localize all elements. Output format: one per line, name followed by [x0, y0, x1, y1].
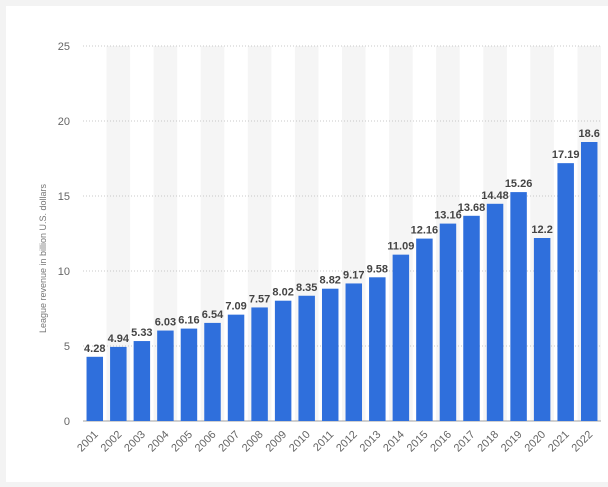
data-label: 11.09 — [387, 241, 414, 253]
data-label: 13.16 — [434, 210, 462, 222]
bar — [133, 341, 151, 421]
bar — [251, 307, 268, 421]
data-label: 18.6 — [579, 128, 600, 140]
bar — [274, 300, 292, 421]
data-labels: 4.284.94 5.336.03 6.16 6.547.097.578.02 8.35… — [84, 128, 600, 355]
bar — [298, 295, 315, 421]
y-tick-label: 0 — [64, 416, 70, 428]
x-axis-ticks: 2001200220032004200520062007200820092010… — [75, 429, 595, 455]
data-label: 7.57 — [249, 293, 270, 305]
bar — [86, 356, 104, 421]
x-tick-label: 2017 — [452, 429, 478, 455]
data-label: 8.02 — [272, 287, 293, 299]
data-label: 8.35 — [296, 282, 317, 294]
band — [106, 46, 131, 421]
bar — [227, 314, 245, 421]
bar — [204, 322, 221, 421]
bar — [510, 192, 527, 421]
data-label: 9.58 — [367, 263, 388, 275]
bar — [110, 346, 127, 421]
x-tick-label: 2007 — [216, 429, 242, 455]
x-tick-label: 2001 — [75, 429, 101, 455]
bar — [180, 328, 198, 421]
data-label: 7.09 — [225, 301, 246, 313]
data-label: 13.68 — [458, 202, 486, 214]
x-tick-label: 2003 — [122, 429, 148, 455]
data-label: 6.54 — [202, 309, 224, 321]
data-label: 6.16 — [178, 315, 199, 327]
x-tick-label: 2019 — [499, 429, 525, 455]
bar — [439, 223, 457, 421]
bar — [533, 238, 551, 421]
x-tick-label: 2002 — [99, 429, 125, 455]
x-tick-label: 2008 — [240, 429, 266, 455]
y-tick-label: 20 — [58, 116, 70, 128]
x-tick-label: 2006 — [193, 429, 219, 455]
y-axis-ticks: 0 5 10 15 20 25 — [58, 41, 70, 428]
data-label: 4.94 — [108, 333, 130, 345]
data-label: 4.28 — [84, 343, 105, 355]
y-tick-label: 25 — [58, 41, 70, 53]
bar — [392, 254, 410, 421]
y-tick-label: 15 — [58, 191, 70, 203]
data-label: 15.26 — [505, 178, 533, 190]
x-tick-label: 2011 — [311, 429, 336, 454]
x-tick-label: 2014 — [381, 429, 407, 455]
bar — [321, 288, 339, 421]
data-label: 12.16 — [411, 225, 439, 237]
y-tick-label: 10 — [58, 266, 70, 278]
bar — [369, 277, 386, 421]
data-label: 5.33 — [131, 327, 152, 339]
revenue-bar-chart: 0 5 10 15 20 25 4.284.94 5.336.03 6.16 6.547.097… — [38, 41, 601, 455]
data-label: 12.2 — [531, 224, 552, 236]
data-label: 17.19 — [552, 149, 580, 161]
x-tick-label: 2004 — [146, 429, 172, 455]
data-label: 8.82 — [320, 275, 341, 287]
x-tick-label: 2010 — [287, 429, 313, 455]
data-label: 9.17 — [343, 269, 364, 281]
x-tick-label: 2021 — [546, 429, 572, 455]
y-tick-label: 5 — [64, 341, 70, 353]
x-tick-label: 2020 — [522, 429, 548, 455]
x-tick-label: 2015 — [405, 429, 431, 455]
bar — [416, 238, 433, 421]
x-tick-label: 2005 — [169, 429, 195, 455]
x-tick-label: 2009 — [263, 429, 289, 455]
bar — [157, 330, 174, 421]
chart-card: 0 5 10 15 20 25 4.28 4.94 5.33 6.03 6.16 6.54 7.09 7… — [6, 6, 608, 482]
x-tick-label: 2012 — [334, 429, 360, 455]
bar — [345, 283, 363, 421]
bar — [486, 203, 504, 421]
data-label: 6.03 — [155, 317, 176, 329]
x-tick-label: 2022 — [570, 429, 596, 455]
bar — [463, 215, 480, 421]
band — [153, 46, 178, 421]
data-label: 14.48 — [481, 190, 509, 202]
x-tick-label: 2018 — [475, 429, 501, 455]
x-tick-label: 2016 — [428, 429, 454, 455]
bars — [86, 142, 598, 421]
bar — [557, 163, 574, 421]
bar — [580, 142, 598, 421]
y-axis-title: League revenue in billion U.S. dollars — [38, 183, 48, 333]
x-tick-label: 2013 — [358, 429, 384, 455]
